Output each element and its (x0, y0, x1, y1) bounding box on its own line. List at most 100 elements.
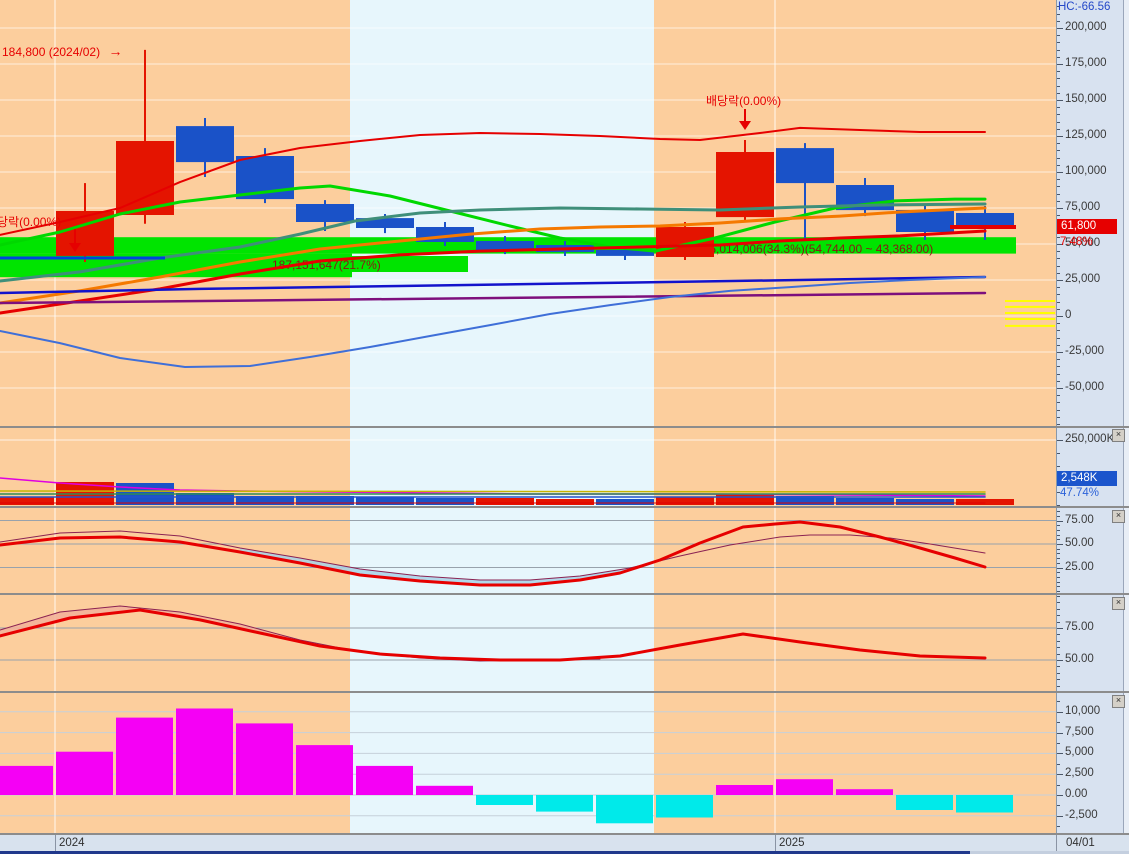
axis-tick-minor (1057, 572, 1060, 574)
main-tick-label: 50,000 (1065, 237, 1101, 249)
osc1-tick-label: 75.00 (1065, 513, 1094, 526)
axis-tick-minor (1057, 591, 1060, 592)
candle-body (956, 213, 1014, 227)
axis-tick-minor (1057, 71, 1060, 73)
close-volume-panel-button[interactable]: × (1112, 429, 1125, 442)
histogram-bar (596, 795, 653, 824)
axis-tick-minor (1057, 308, 1060, 310)
histogram-bar (716, 785, 773, 795)
volume-bar (776, 496, 834, 505)
horizontal-scrollbar[interactable] (0, 851, 1129, 854)
axis-tick-minor (1057, 647, 1060, 649)
axis-tick-minor (1057, 56, 1060, 58)
axis-tick-major (1057, 660, 1063, 661)
volume-bar (596, 499, 654, 505)
year-tick (55, 835, 56, 851)
candle-body (896, 210, 954, 232)
axis-tick-minor (1057, 6, 1060, 8)
axis-tick-minor (1057, 150, 1060, 152)
axis-tick-minor (1057, 395, 1060, 397)
axis-tick-major (1057, 64, 1063, 65)
year-label-2024: 2024 (59, 837, 85, 849)
axis-tick-minor (1057, 548, 1060, 550)
axis-tick-minor (1057, 366, 1060, 368)
axis-tick-minor (1057, 20, 1060, 22)
main-tick-label: 0 (1065, 309, 1072, 321)
histogram-bar (236, 723, 293, 795)
axis-tick-major (1057, 208, 1063, 209)
axis-tick-minor (1057, 200, 1060, 202)
axis-tick-minor (1057, 121, 1060, 123)
close-oscillator2-panel-button[interactable]: × (1112, 597, 1125, 610)
candle-body (716, 152, 774, 218)
histogram-bar (656, 795, 713, 818)
close-oscillator1-panel-button[interactable]: × (1112, 510, 1125, 523)
axis-tick-minor (1057, 666, 1060, 668)
ma-red-lower (0, 229, 987, 315)
scrollbar-thumb[interactable] (0, 851, 970, 854)
main-tick-label: 175,000 (1065, 57, 1107, 69)
date-corner-label: 04/01 (1066, 837, 1095, 849)
axis-tick-minor (1057, 13, 1060, 15)
axis-tick-minor (1057, 453, 1060, 454)
main-tick-label: 125,000 (1065, 129, 1107, 141)
axis-tick-major (1057, 520, 1063, 522)
volume-bar (356, 497, 414, 505)
axis-tick-minor (1057, 49, 1060, 51)
vol-tick-label: 250,000K (1065, 433, 1115, 445)
axis-tick-minor (1057, 576, 1060, 578)
axis-tick-minor (1057, 330, 1060, 332)
histogram-bar (836, 789, 893, 795)
histogram-bar (116, 717, 173, 795)
axis-tick-minor (1057, 337, 1060, 339)
volume-bar (896, 499, 954, 505)
axis-scrollbar[interactable] (1123, 0, 1129, 833)
axis-tick-minor (1057, 529, 1060, 531)
volume-bar (536, 499, 594, 505)
hist-tick-label: 10,000 (1065, 704, 1101, 717)
osc2-main-line (0, 608, 987, 662)
main-tick-label: 200,000 (1065, 21, 1107, 33)
axis-tick-major (1057, 440, 1063, 441)
down-arrow-icon (69, 243, 81, 252)
zone-label-chip (266, 256, 468, 272)
volume-bar (716, 494, 774, 505)
axis-tick-major (1057, 774, 1063, 776)
main-tick-label: 150,000 (1065, 93, 1107, 105)
volume-bar (176, 493, 234, 505)
right-arrow-icon: → (108, 43, 123, 59)
close-histogram-panel-button[interactable]: × (1112, 695, 1125, 708)
volume-bar (476, 498, 534, 505)
histogram-bar (896, 795, 953, 810)
axis-tick-minor (1057, 236, 1060, 238)
histogram-bar (296, 745, 353, 795)
current-volume-badge: 2,548K (1057, 471, 1117, 486)
axis-tick-minor (1057, 805, 1060, 807)
axis-tick-minor (1057, 511, 1060, 513)
panel-divider (0, 506, 1129, 508)
ma-teal (0, 202, 987, 283)
axis-tick-minor (1057, 424, 1060, 425)
panel-divider (0, 833, 1129, 835)
axis-tick-minor (1057, 409, 1060, 411)
axis-tick-minor (1057, 301, 1060, 303)
axis-tick-minor (1057, 466, 1060, 467)
ma-red-top (0, 126, 986, 236)
axis-tick-minor (1057, 515, 1060, 517)
histogram-bar (356, 765, 413, 795)
axis-tick-major (1057, 753, 1063, 755)
axis-tick-major (1057, 28, 1063, 29)
candle-body (656, 227, 714, 257)
axis-tick-minor (1057, 634, 1060, 636)
volume-bar (296, 496, 354, 505)
osc1-main-line (0, 520, 987, 587)
axis-tick-major (1057, 136, 1063, 137)
axis-tick-minor (1057, 722, 1060, 724)
axis-tick-major (1057, 172, 1063, 173)
axis-tick-minor (1057, 672, 1060, 674)
candle-body (776, 148, 834, 184)
axis-tick-minor (1057, 525, 1060, 527)
axis-tick-minor (1057, 258, 1060, 260)
main-tick-label: 100,000 (1065, 165, 1107, 177)
